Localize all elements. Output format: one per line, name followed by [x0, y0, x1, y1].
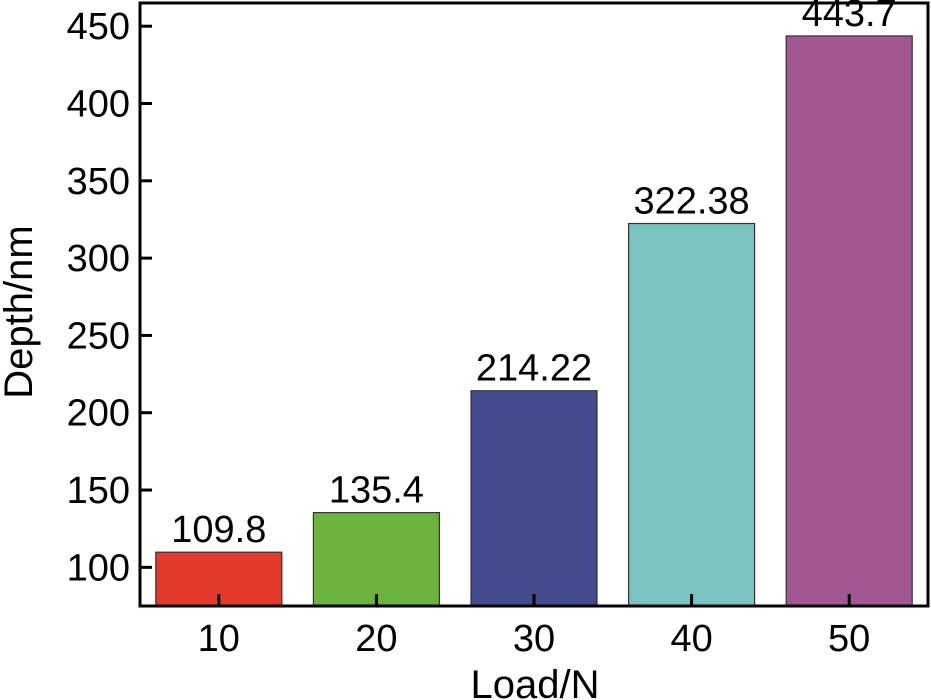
y-tick-label: 300 [67, 238, 130, 280]
x-axis-title: Load/N [471, 663, 600, 700]
x-axis-ticks: 10 20 30 40 50 [198, 594, 870, 660]
bar [627, 222, 756, 607]
value-labels-group: 109.8 135.4 214.22 322.38 443.7 [171, 0, 896, 551]
x-tick-label: 10 [198, 618, 240, 660]
y-tick-label: 450 [67, 6, 130, 48]
bar [312, 512, 440, 607]
bar [785, 35, 913, 607]
y-tick-label: 400 [67, 84, 130, 126]
y-tick-label: 250 [67, 315, 130, 357]
bar-value-label: 135.4 [329, 470, 424, 512]
y-tick-label: 200 [67, 393, 130, 435]
y-axis-ticks: 100 150 200 250 300 350 400 450 [67, 6, 152, 589]
bar-value-label: 109.8 [171, 509, 266, 551]
x-tick-label: 20 [355, 618, 397, 660]
y-tick-label: 150 [67, 470, 130, 512]
x-tick-label: 50 [828, 618, 870, 660]
x-tick-label: 30 [513, 618, 555, 660]
bar-value-label: 214.22 [476, 348, 592, 390]
bar-value-label: 443.7 [802, 0, 897, 35]
y-tick-label: 100 [67, 547, 130, 589]
bar [470, 390, 598, 607]
y-axis-title: Depth/nm [0, 225, 41, 398]
x-tick-label: 40 [670, 618, 712, 660]
y-tick-label: 350 [67, 161, 130, 203]
bar-value-label: 322.38 [633, 181, 749, 223]
bars-group [155, 35, 913, 607]
